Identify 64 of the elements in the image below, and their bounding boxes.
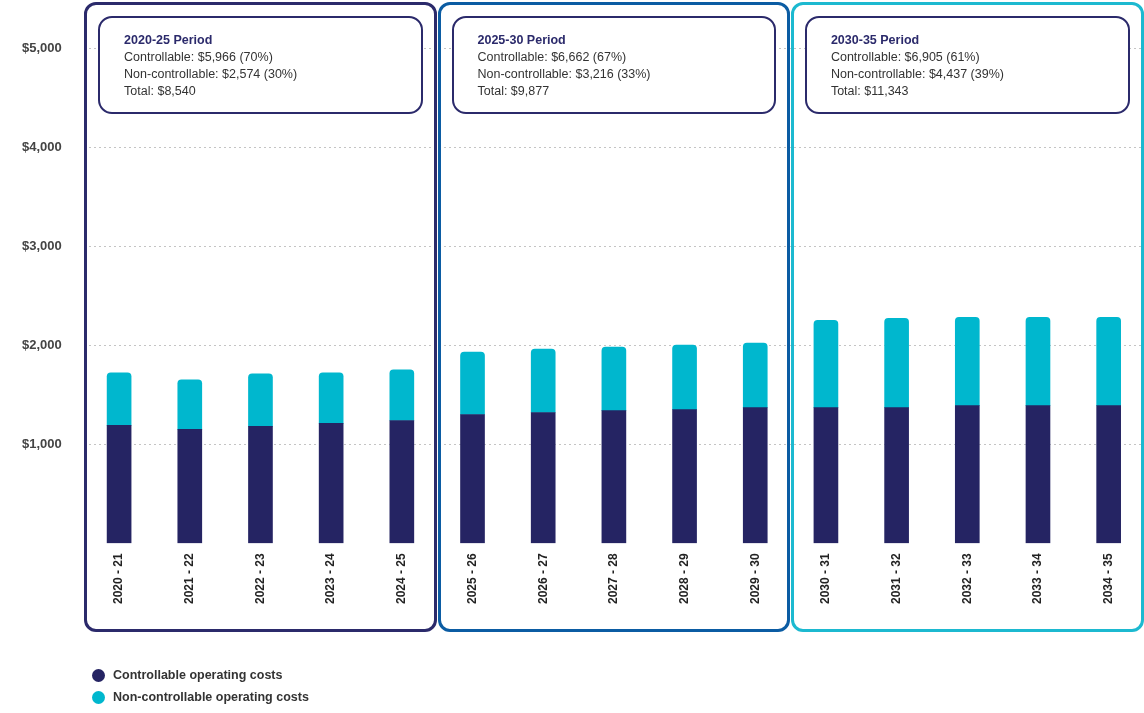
- y-tick-label: $2,000: [22, 336, 62, 352]
- annotation: Non-controllable: $2,574 (30%): [124, 66, 298, 83]
- text: 2020-25 Period: [124, 32, 214, 49]
- bar: [460, 351, 485, 415]
- annotation: Total: $11,343: [830, 83, 910, 100]
- bar: [248, 426, 273, 544]
- x-tick-label: 2024 - 25: [394, 552, 409, 605]
- bar: [1096, 317, 1121, 406]
- x-tick-label: 2021 - 22: [182, 552, 197, 605]
- bar: [318, 423, 344, 544]
- legend-label: Non-controllable operating costs: [113, 690, 309, 704]
- bar: [884, 407, 909, 544]
- bar: [106, 372, 132, 426]
- annotation: Non-controllable: $3,216 (33%): [477, 66, 651, 83]
- bar: [954, 317, 980, 406]
- x-tick-label: 2027 - 28: [606, 552, 621, 605]
- bar: [742, 342, 768, 408]
- x-tick-label: 2030 - 31: [818, 552, 833, 605]
- x-tick-label: 2028 - 29: [676, 552, 691, 605]
- annotation: Controllable: $6,662 (67%): [477, 49, 628, 66]
- bar: [813, 407, 839, 544]
- bar: [389, 420, 415, 544]
- bar: [177, 429, 203, 544]
- annotation: Total: $8,540: [124, 83, 197, 100]
- bar: [460, 414, 485, 544]
- x-tick-label: 2022 - 23: [252, 552, 267, 605]
- x-tick-label: 2029 - 30: [747, 552, 762, 605]
- bar: [1025, 405, 1051, 544]
- bar: [106, 425, 132, 544]
- bar: [884, 318, 909, 408]
- bar: [1096, 405, 1121, 544]
- x-tick-label: 2034 - 35: [1100, 552, 1115, 605]
- x-tick-label: 2026 - 27: [535, 552, 550, 605]
- bar: [389, 369, 415, 421]
- y-tick-label: $1,000: [22, 435, 62, 451]
- y-tick-label: $5,000: [22, 39, 62, 55]
- x-tick-label: 2020 - 21: [111, 552, 126, 605]
- annotation: Controllable: $5,966 (70%): [124, 49, 274, 66]
- bar: [672, 409, 697, 544]
- annotation: Total: $9,877: [477, 83, 551, 100]
- annotation: Non-controllable: $4,437 (39%): [830, 66, 1004, 83]
- bar: [530, 412, 556, 544]
- text: 2025-30 Period: [477, 32, 567, 49]
- bar: [813, 320, 839, 408]
- annotation: Controllable: $6,905 (61%): [830, 49, 981, 66]
- bar: [530, 348, 556, 413]
- bar: [672, 344, 697, 410]
- bar: [601, 410, 627, 544]
- bar: [742, 407, 768, 544]
- bar: [177, 379, 203, 430]
- x-tick-label: 2023 - 24: [323, 552, 338, 605]
- legend-label: Controllable operating costs: [113, 668, 283, 682]
- text: 2030-35 Period: [830, 32, 921, 49]
- bar: [954, 405, 980, 544]
- bar: [601, 346, 627, 411]
- x-tick-label: 2031 - 32: [888, 552, 903, 605]
- x-tick-label: 2033 - 34: [1030, 552, 1045, 605]
- bar: [318, 372, 344, 424]
- y-tick-label: $4,000: [22, 138, 62, 154]
- bar: [1025, 317, 1051, 406]
- y-tick-label: $3,000: [22, 237, 62, 253]
- bar: [248, 373, 273, 427]
- x-tick-label: 2032 - 33: [959, 552, 974, 605]
- x-tick-label: 2025 - 26: [464, 552, 479, 605]
